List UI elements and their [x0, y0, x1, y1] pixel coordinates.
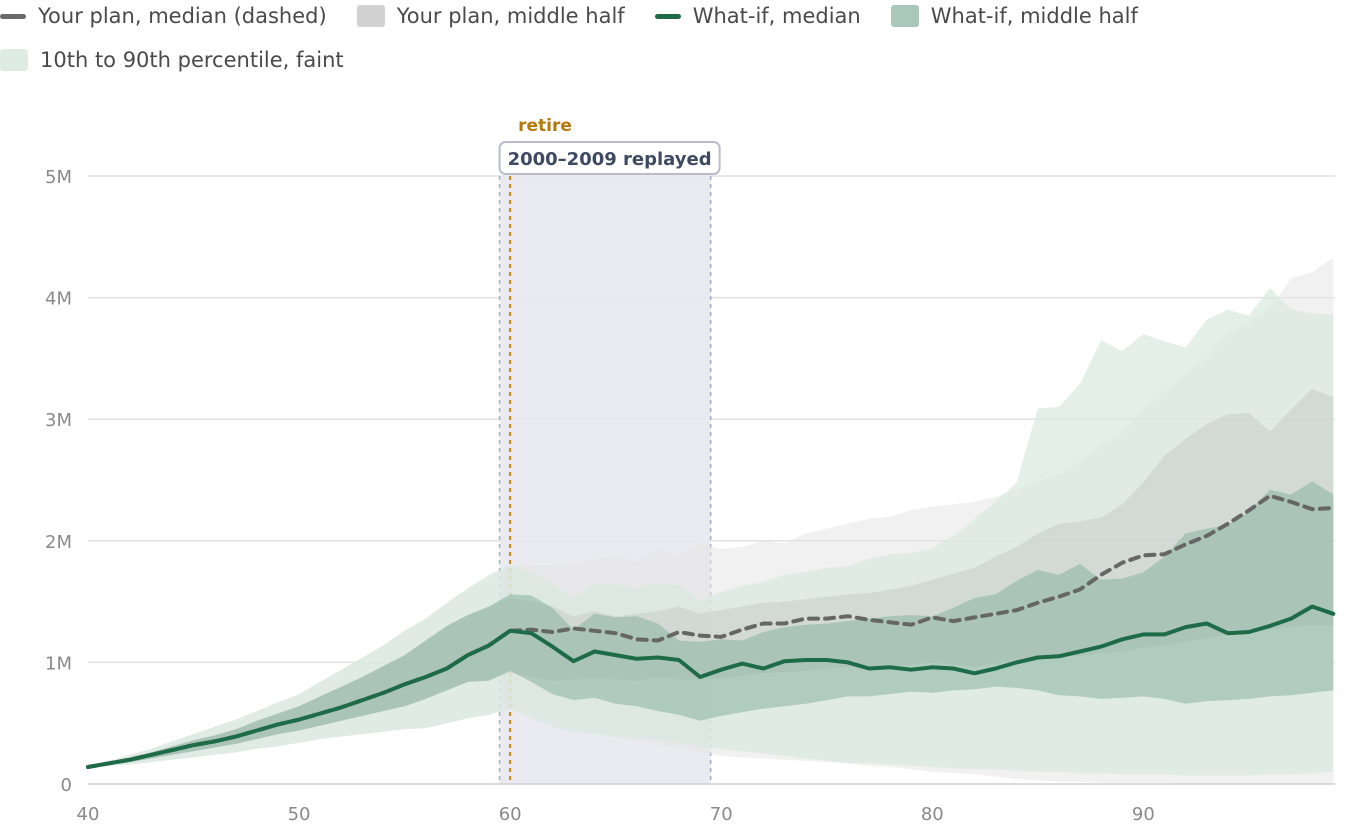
legend-label: Your plan, middle half: [396, 4, 625, 28]
axes: 0 1M 2M 3M 4M 5M 40 50 60 70 80 90: [45, 167, 1335, 825]
legend-swatch-faint-band: [0, 49, 28, 71]
whatif-middle-half-band: [88, 481, 1334, 767]
y-tick-label: 1M: [45, 653, 72, 674]
legend-swatch-plan-middle-half: [356, 5, 385, 27]
legend-item-plan-middle-half[interactable]: Your plan, middle half: [356, 4, 625, 28]
whatif-median-line: [86, 604, 1336, 769]
retire-label: retire: [518, 116, 572, 136]
x-tick-label: 40: [77, 804, 100, 825]
legend-item-whatif-middle-half[interactable]: What-if, middle half: [890, 4, 1138, 28]
median-lines: [86, 493, 1336, 769]
y-tick-label: 0: [61, 775, 72, 796]
legend-row-1: Your plan, median (dashed) Your plan, mi…: [0, 4, 1168, 28]
x-tick-label: 50: [288, 804, 311, 825]
legend-label: Your plan, median (dashed): [38, 4, 327, 28]
legend-swatch-whatif-middle-half: [890, 5, 919, 27]
y-tick-label: 2M: [45, 532, 72, 553]
window-label-box: [498, 141, 721, 175]
legend-swatch-plan-median: [0, 13, 26, 19]
legend-label: 10th to 90th percentile, faint: [40, 48, 344, 72]
legend-item-whatif-median[interactable]: What-if, median: [654, 4, 861, 28]
legend-item-faint-band[interactable]: 10th to 90th percentile, faint: [0, 48, 344, 72]
y-tick-label: 4M: [45, 289, 72, 310]
bands: [88, 257, 1334, 784]
legend-row-2: 10th to 90th percentile, faint: [0, 48, 374, 72]
legend-item-plan-median[interactable]: Your plan, median (dashed): [0, 4, 327, 28]
x-tick-label: 80: [921, 804, 944, 825]
annotations: retire 2000–2009 replayed: [498, 116, 721, 175]
y-tick-label: 5M: [45, 167, 72, 188]
legend-label: What-if, median: [692, 4, 861, 28]
y-tick-label: 3M: [45, 410, 72, 431]
x-tick-label: 60: [499, 804, 522, 825]
x-tick-label: 70: [710, 804, 733, 825]
x-tick-label: 90: [1132, 804, 1155, 825]
window-label: 2000–2009 replayed: [508, 149, 712, 170]
legend-label: What-if, middle half: [930, 4, 1138, 28]
legend-swatch-whatif-median: [654, 13, 681, 19]
